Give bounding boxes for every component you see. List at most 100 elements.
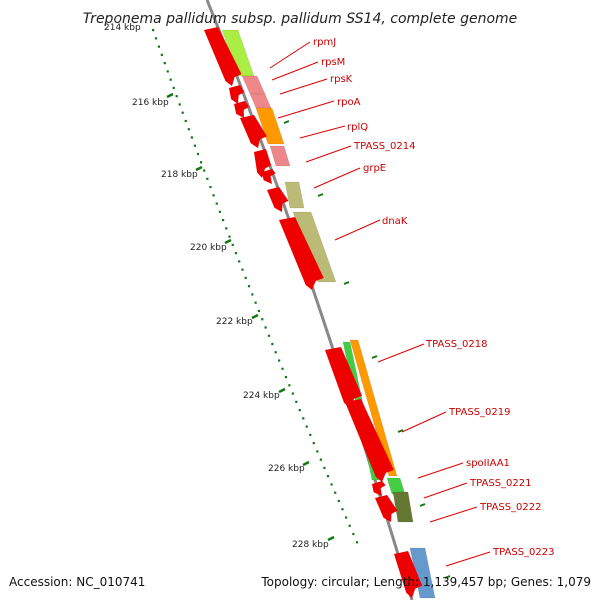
scale-dot [341, 508, 344, 511]
scale-dot [166, 70, 169, 73]
scale-dot [172, 86, 175, 90]
gene-label-rpmJ: rpmJ [313, 37, 336, 48]
tick-label: 228 kbp [292, 540, 329, 550]
gene-label-TPASS_0222: TPASS_0222 [479, 502, 541, 513]
scale-dot [169, 78, 172, 81]
scale-dot [209, 185, 212, 189]
scale-dot [157, 45, 161, 48]
scale-dot [295, 400, 298, 403]
feature-box-rpsK [249, 93, 272, 109]
scale-dot [225, 227, 228, 230]
scale-dot [203, 169, 206, 172]
scale-dot [184, 119, 187, 123]
scale-dot [305, 425, 308, 428]
gene-arrow-rpoA [240, 115, 267, 148]
scale-dot [178, 103, 181, 106]
scale-dot [291, 392, 294, 395]
leader-line [401, 411, 447, 433]
leader-line [423, 482, 468, 499]
gene-arrow-grpE [267, 187, 289, 212]
outer-tick [419, 503, 426, 507]
major-tick [251, 313, 259, 320]
scale-dot [244, 276, 247, 280]
feature-box-rpsM [241, 75, 266, 95]
scale-dot [337, 499, 340, 503]
outer-tick [343, 281, 350, 285]
scale-dot [152, 29, 155, 32]
leader-line [299, 125, 346, 139]
scale-dot [238, 260, 241, 263]
feature-box-rplQ [269, 145, 291, 167]
scale-dot [271, 342, 274, 346]
leader-line [417, 462, 464, 479]
scale-dot [196, 152, 200, 156]
leader-line [269, 41, 311, 69]
scale-dot [334, 491, 337, 494]
scale-dot [264, 326, 267, 329]
scale-dot [212, 194, 215, 197]
scale-dot [288, 384, 291, 387]
outer-tick [283, 120, 290, 124]
scale-dot [206, 177, 209, 180]
leader-line [271, 61, 319, 81]
gene-label-rplQ: rplQ [347, 122, 368, 133]
tick-label: 224 kbp [243, 391, 280, 401]
tick-label: 218 kbp [161, 170, 198, 180]
scale-dot [257, 309, 261, 313]
leader-line [313, 167, 361, 189]
major-tick [166, 92, 174, 99]
scale-dot [163, 62, 166, 65]
gene-label-TPASS_0221: TPASS_0221 [469, 478, 531, 489]
gene-arrow-TPASS_0219 [345, 399, 394, 482]
leader-line [277, 100, 335, 119]
scale-dot [274, 351, 277, 354]
major-tick [327, 535, 335, 542]
gene-arrow-rpsM [229, 85, 245, 104]
feature-box-TPASS_0219-orange [349, 339, 398, 477]
label-leader-lines [269, 41, 491, 567]
scale-dot [228, 235, 231, 238]
scale-dot [316, 450, 319, 453]
gene-label-TPASS_0219: TPASS_0219 [448, 407, 510, 418]
scale-dot [319, 458, 322, 461]
scale-dot [312, 442, 315, 445]
accession-text: Accession: NC_010741 [9, 575, 145, 589]
scale-dot [187, 128, 190, 131]
scale-major-ticks [166, 92, 335, 542]
scale-dot [355, 541, 359, 544]
gene-arrow-rpmJ [204, 27, 242, 86]
feature-box-TPASS_0221 [392, 491, 414, 523]
scale-dots [152, 29, 359, 544]
gene-label-rpsM: rpsM [321, 57, 345, 68]
gene-arrow-rplQ [254, 149, 272, 178]
tick-label: 220 kbp [190, 243, 227, 253]
leader-line [445, 551, 491, 567]
feature-box-grpE [284, 181, 305, 209]
scale-dot [302, 417, 305, 420]
outer-tick [317, 193, 324, 197]
feature-box-spoIIAA1 [386, 477, 406, 495]
gene-label-rpsK: rpsK [330, 74, 353, 85]
gene-arrow-TPASS_0214 [262, 169, 276, 184]
outer-ticks [283, 120, 451, 579]
scale-dot [326, 475, 330, 478]
scale-dot [218, 210, 222, 213]
leader-line [334, 219, 381, 241]
tick-label: 216 kbp [132, 98, 169, 108]
gene-arrow-rpsK [234, 101, 250, 118]
outer-tick [371, 355, 378, 359]
tick-label: 226 kbp [268, 464, 305, 474]
scale-dot [199, 161, 203, 164]
tick-label: 222 kbp [216, 317, 253, 327]
scale-dot [251, 293, 254, 296]
leader-line [377, 343, 425, 363]
scale-dot [261, 318, 264, 321]
gene-arrow-TPASS_0221 [375, 495, 398, 522]
scale-dot [234, 252, 238, 255]
scale-dot [323, 466, 326, 470]
scale-dot [278, 359, 281, 362]
scale-dot [309, 433, 312, 436]
scale-dot [348, 524, 351, 527]
outer-tick [444, 575, 451, 579]
